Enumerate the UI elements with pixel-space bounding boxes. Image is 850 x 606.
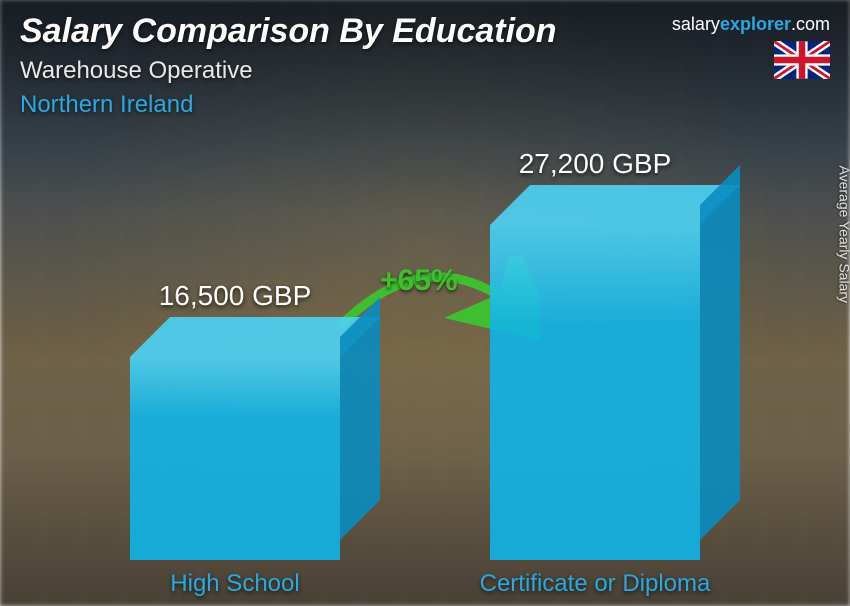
bar-3d: [490, 225, 700, 560]
brand-salary: salary: [672, 14, 720, 34]
bar-front: [490, 225, 700, 560]
brand-explorer: explorer: [720, 14, 791, 34]
bar-value: 27,200 GBP: [465, 148, 725, 180]
bar-label: High School: [75, 570, 395, 598]
bar-side: [700, 165, 740, 540]
bar-front: [130, 357, 340, 560]
bar-side: [340, 297, 380, 540]
brand-tld: .com: [791, 14, 830, 34]
brand-block: salaryexplorer.com: [672, 14, 830, 79]
bar-label: Certificate or Diploma: [435, 570, 755, 598]
bar-value: 16,500 GBP: [105, 280, 365, 312]
bar-3d: [130, 357, 340, 560]
region-label: Northern Ireland: [20, 91, 830, 119]
increase-percent: +65%: [380, 264, 458, 298]
bar-chart: +65% 16,500 GBP High School 27,200 GBP C…: [0, 146, 850, 606]
brand-text: salaryexplorer.com: [672, 14, 830, 35]
uk-flag-icon: [774, 41, 830, 79]
